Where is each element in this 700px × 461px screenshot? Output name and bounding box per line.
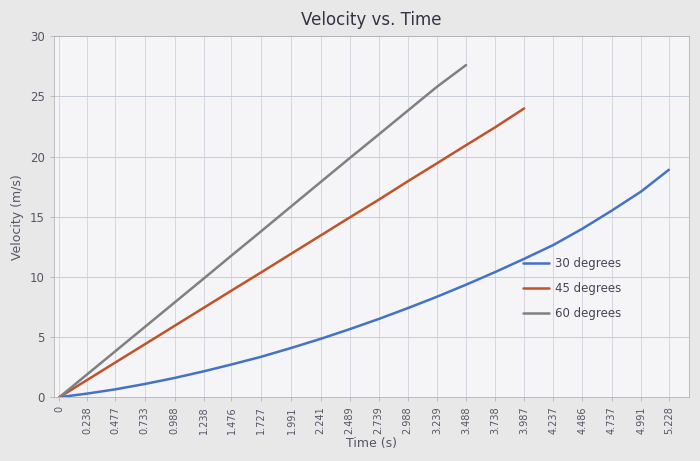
60 degrees bbox=[111, 349, 119, 354]
60 degrees bbox=[374, 132, 383, 137]
45 degrees bbox=[228, 288, 236, 293]
Line: 60 degrees: 60 degrees bbox=[60, 65, 466, 397]
30 degrees bbox=[637, 189, 645, 194]
Title: Velocity vs. Time: Velocity vs. Time bbox=[301, 11, 442, 29]
45 degrees bbox=[111, 360, 119, 366]
30 degrees bbox=[170, 375, 178, 381]
30 degrees bbox=[491, 269, 499, 275]
60 degrees bbox=[83, 372, 91, 377]
45 degrees bbox=[55, 395, 64, 400]
30 degrees bbox=[462, 282, 470, 288]
30 degrees bbox=[83, 391, 91, 396]
30 degrees bbox=[345, 326, 354, 332]
30 degrees bbox=[374, 316, 383, 322]
45 degrees bbox=[403, 178, 412, 184]
30 degrees bbox=[520, 256, 528, 261]
45 degrees bbox=[170, 323, 178, 329]
30 degrees bbox=[578, 226, 587, 231]
30 degrees bbox=[664, 167, 673, 172]
60 degrees bbox=[433, 84, 441, 89]
45 degrees bbox=[345, 215, 354, 220]
45 degrees bbox=[316, 233, 325, 238]
30 degrees bbox=[228, 362, 236, 367]
60 degrees bbox=[316, 179, 325, 185]
30 degrees bbox=[141, 381, 149, 387]
45 degrees bbox=[433, 160, 441, 166]
60 degrees bbox=[55, 395, 64, 400]
60 degrees bbox=[228, 253, 236, 258]
30 degrees bbox=[608, 208, 616, 213]
30 degrees bbox=[256, 354, 265, 360]
45 degrees bbox=[491, 124, 499, 130]
60 degrees bbox=[462, 62, 470, 68]
30 degrees bbox=[549, 242, 557, 248]
60 degrees bbox=[403, 108, 412, 113]
45 degrees bbox=[256, 270, 265, 275]
60 degrees bbox=[287, 203, 295, 209]
60 degrees bbox=[256, 229, 265, 234]
Line: 45 degrees: 45 degrees bbox=[60, 108, 524, 397]
30 degrees bbox=[111, 387, 119, 392]
30 degrees bbox=[403, 305, 412, 311]
30 degrees bbox=[287, 345, 295, 351]
Y-axis label: Velocity (m/s): Velocity (m/s) bbox=[11, 174, 24, 260]
X-axis label: Time (s): Time (s) bbox=[346, 437, 397, 450]
30 degrees bbox=[433, 294, 441, 300]
Legend: 30 degrees, 45 degrees, 60 degrees: 30 degrees, 45 degrees, 60 degrees bbox=[517, 252, 626, 326]
45 degrees bbox=[141, 342, 149, 347]
45 degrees bbox=[83, 377, 91, 383]
30 degrees bbox=[55, 395, 64, 400]
45 degrees bbox=[462, 142, 470, 148]
60 degrees bbox=[345, 155, 354, 161]
60 degrees bbox=[170, 300, 178, 305]
30 degrees bbox=[316, 336, 325, 342]
30 degrees bbox=[199, 369, 208, 374]
45 degrees bbox=[199, 305, 208, 311]
45 degrees bbox=[374, 197, 383, 202]
45 degrees bbox=[520, 106, 528, 111]
Line: 30 degrees: 30 degrees bbox=[60, 170, 668, 397]
60 degrees bbox=[141, 324, 149, 330]
45 degrees bbox=[287, 251, 295, 256]
60 degrees bbox=[199, 276, 208, 281]
